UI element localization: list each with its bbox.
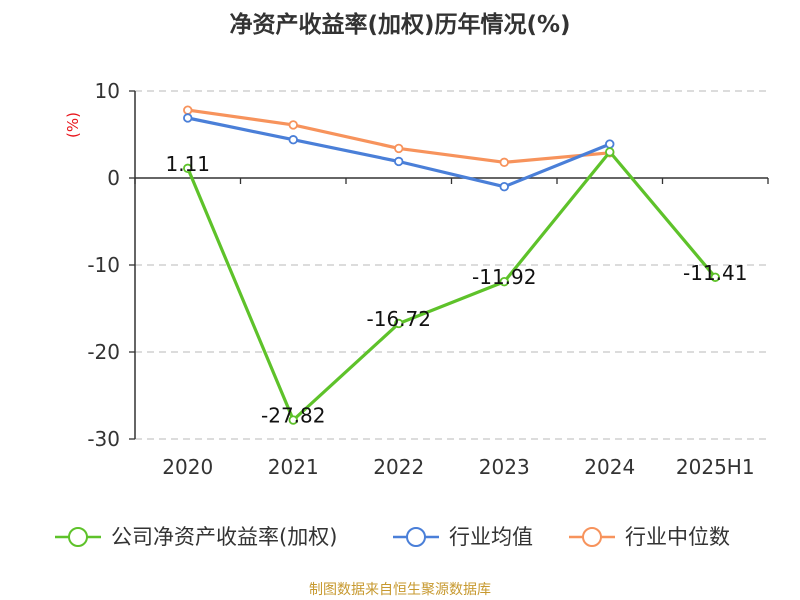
grid-lines xyxy=(135,90,768,440)
series-point xyxy=(499,157,509,168)
series-point xyxy=(394,156,404,167)
y-tick-label: -10 xyxy=(87,253,120,277)
series-point xyxy=(183,113,193,123)
series-point xyxy=(288,135,298,145)
series-point xyxy=(605,139,615,149)
x-tick-label: 2025H1 xyxy=(676,455,755,479)
series-line xyxy=(186,108,612,164)
chart-title: 净资产收益率(加权)历年情况(%) xyxy=(229,11,570,38)
data-label: -27.82 xyxy=(261,404,325,428)
legend: 公司净资产收益率(加权) 行业均值 行业中位数 xyxy=(55,525,730,549)
series-point xyxy=(394,143,404,154)
y-tick-label: 10 xyxy=(95,79,120,103)
legend-marker xyxy=(406,527,426,547)
x-tick-label: 2020 xyxy=(162,455,213,479)
x-tick-label: 2021 xyxy=(268,455,319,479)
plot-area xyxy=(183,105,720,425)
series-point xyxy=(394,318,404,329)
series-point xyxy=(288,120,298,130)
series-point xyxy=(288,415,298,425)
series-point xyxy=(183,105,193,115)
y-axis-label: (%) xyxy=(64,112,82,138)
series-point xyxy=(183,163,193,174)
legend-label: 公司净资产收益率(加权) xyxy=(111,525,337,549)
x-tick-label: 2023 xyxy=(479,455,530,479)
series-point xyxy=(499,181,509,192)
legend-label: 行业中位数 xyxy=(625,525,730,549)
series-line xyxy=(186,150,717,422)
source-footer: 制图数据来自恒生聚源数据库 xyxy=(309,582,491,598)
x-tick-label: 2024 xyxy=(584,455,635,479)
data-label: -11.41 xyxy=(683,261,747,285)
y-tick-label: -20 xyxy=(87,340,120,364)
data-label: -16.72 xyxy=(367,307,431,331)
y-tick-label: 0 xyxy=(107,166,120,190)
x-tick-label: 2022 xyxy=(373,455,424,479)
legend-marker xyxy=(68,527,88,547)
axes: 10 0 -10 -20 -30 2020 2021 2022 2023 2024 2025H1 xyxy=(87,79,769,479)
legend-label: 行业均值 xyxy=(449,525,533,549)
series-point xyxy=(710,272,720,282)
series-point xyxy=(499,277,509,287)
series-point xyxy=(605,147,615,157)
data-label: -11.92 xyxy=(472,265,536,289)
data-label: 1.11 xyxy=(165,152,210,176)
data-labels: 1.11 -27.82 -16.72 -11.92 -11.41 xyxy=(165,152,747,428)
legend-marker xyxy=(582,527,602,547)
y-tick-label: -30 xyxy=(87,427,120,451)
